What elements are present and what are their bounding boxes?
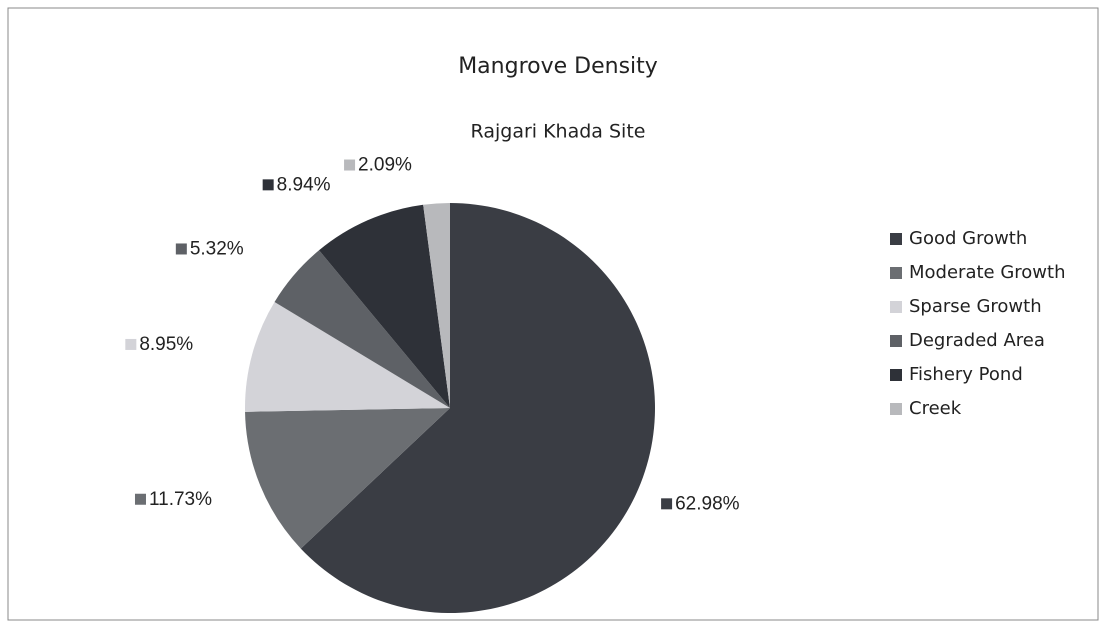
legend-label: Degraded Area xyxy=(909,330,1045,351)
pie-slice xyxy=(245,301,450,412)
pie-slice xyxy=(274,250,450,408)
chart-title: Mangrove Density xyxy=(458,54,658,79)
pie-slice xyxy=(319,204,450,408)
chart-subtitle: Rajgari Khada Site xyxy=(471,121,646,143)
legend-label: Moderate Growth xyxy=(909,262,1065,283)
pie-slice xyxy=(300,203,655,613)
legend-swatch xyxy=(890,403,902,415)
legend-label: Good Growth xyxy=(909,228,1027,249)
legend-label: Creek xyxy=(909,398,962,419)
label-swatch xyxy=(262,179,274,191)
legend-swatch xyxy=(890,335,902,347)
legend-label: Fishery Pond xyxy=(909,364,1023,385)
legend-swatch xyxy=(890,369,902,381)
pie-slice xyxy=(423,203,450,408)
legend-swatch xyxy=(890,233,902,245)
data-label: 8.95% xyxy=(139,334,193,355)
pie-slice xyxy=(245,408,450,549)
label-swatch xyxy=(344,159,356,171)
label-swatch xyxy=(661,498,673,510)
data-label: 8.94% xyxy=(277,174,331,195)
label-swatch xyxy=(125,338,137,350)
label-swatch xyxy=(134,493,146,505)
data-label: 11.73% xyxy=(149,489,212,510)
data-label: 62.98% xyxy=(675,493,740,514)
data-label: 2.09% xyxy=(358,155,412,176)
label-swatch xyxy=(175,243,187,255)
data-label: 5.32% xyxy=(190,238,244,259)
legend-swatch xyxy=(890,267,902,279)
legend-swatch xyxy=(890,301,902,313)
legend-label: Sparse Growth xyxy=(909,296,1042,317)
